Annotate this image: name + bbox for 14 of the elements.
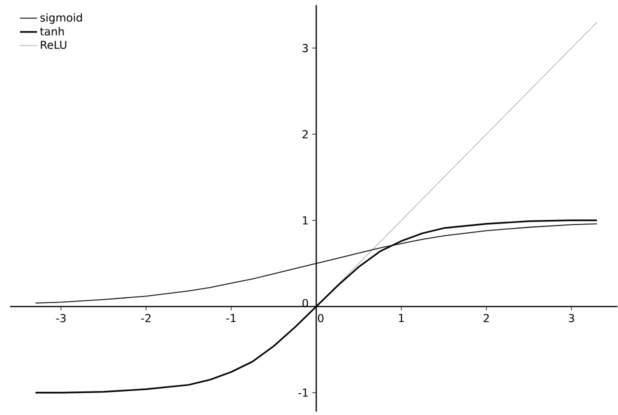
x-tick-label: 0 <box>318 314 324 322</box>
x-tick-label: 2 <box>484 314 489 322</box>
x-tick-label: -3 <box>56 314 66 322</box>
x-tick-label: -1 <box>226 314 236 322</box>
y-tick-label: 2 <box>302 130 308 138</box>
legend-label: tanh <box>40 27 64 36</box>
x-tick-label: 3 <box>568 314 574 322</box>
y-tick-label: -1 <box>298 388 308 397</box>
legend-label: ReLU <box>40 41 66 50</box>
legend-label: sigmoid <box>40 13 82 24</box>
y-tick-label: 1 <box>302 216 308 225</box>
x-tick-label: 1 <box>399 314 404 322</box>
x-tick-label: -2 <box>141 314 150 322</box>
y-tick-label: 3 <box>302 44 308 52</box>
